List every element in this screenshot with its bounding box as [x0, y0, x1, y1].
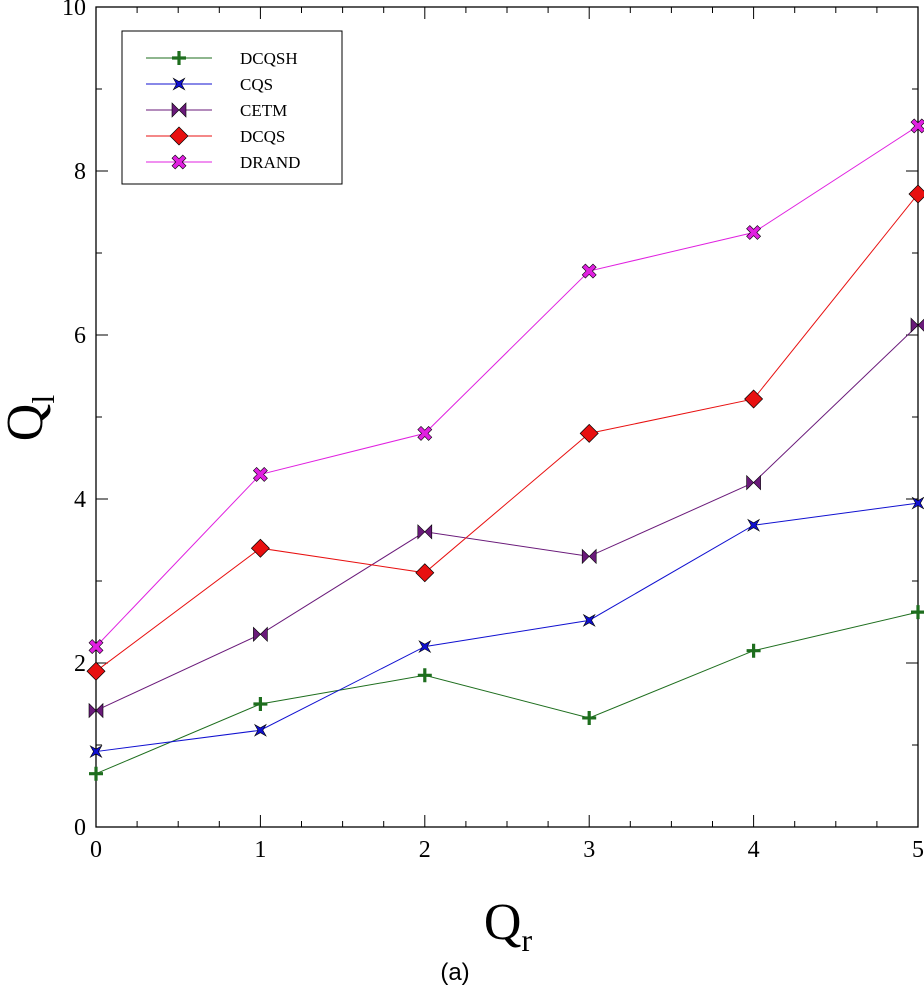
- figure-caption: (a): [440, 959, 469, 986]
- data-point-cetm: [417, 524, 433, 540]
- data-point-cetm: [581, 548, 597, 565]
- data-point-drand: [910, 118, 924, 134]
- data-point-dcqsh: [417, 668, 432, 683]
- data-point-dcqsh: [582, 710, 597, 725]
- data-point-dcqsh: [746, 643, 761, 658]
- series-line-dcqs: [95, 193, 919, 672]
- series-line-cqs: [95, 502, 919, 753]
- legend-entry-dcqsh: DCQSH: [146, 49, 298, 68]
- data-point-drand: [417, 425, 433, 441]
- x-tick-label: 5: [912, 837, 924, 863]
- data-point-drand: [581, 263, 597, 279]
- legend-marker: [171, 154, 187, 170]
- data-point-dcqs: [86, 661, 106, 681]
- y-tick-label: 4: [74, 487, 86, 513]
- legend-label: CQS: [240, 75, 273, 94]
- data-point-cetm: [88, 702, 104, 719]
- data-point-cqs: [747, 518, 761, 532]
- x-tick-label: 3: [583, 837, 595, 863]
- series-markers: [86, 118, 924, 781]
- y-tick-label: 10: [62, 0, 86, 21]
- y-axis-label-main: Q: [0, 404, 54, 442]
- legend-entry-drand: DRAND: [146, 153, 300, 172]
- x-axis-label-main: Q: [484, 894, 522, 951]
- legend-label: DCQSH: [240, 49, 298, 68]
- legend-label: DCQS: [240, 127, 285, 146]
- y-tick-label: 0: [74, 815, 86, 841]
- data-point-dcqsh: [911, 605, 924, 620]
- legend-box: [121, 30, 343, 185]
- data-point-dcqs: [415, 563, 435, 583]
- x-tick-label: 2: [419, 837, 431, 863]
- legend-marker: [172, 77, 186, 91]
- data-point-cetm: [746, 474, 761, 491]
- data-point-cetm: [910, 317, 924, 333]
- x-tick-label: 1: [254, 837, 266, 863]
- data-point-dcqs: [744, 389, 764, 409]
- y-axis-label-sub: l: [25, 395, 61, 404]
- data-point-cqs: [582, 613, 596, 627]
- y-tick-label: 2: [74, 651, 86, 677]
- y-tick-label: 6: [74, 323, 86, 349]
- data-point-dcqs: [908, 184, 924, 204]
- legend-label: DRAND: [240, 153, 300, 172]
- data-point-cqs: [253, 723, 267, 737]
- legend-marker: [171, 102, 187, 118]
- data-point-drand: [746, 225, 762, 240]
- data-point-dcqsh: [89, 766, 103, 781]
- axis-ticks: [95, 6, 919, 828]
- tick-labels: 0 1 2 3 4 5 0 2 4 6 8 10: [62, 0, 924, 863]
- legend-entry-dcqs: DCQS: [146, 126, 285, 146]
- legend-entry-cqs: CQS: [146, 75, 273, 94]
- data-point-drand: [88, 639, 104, 655]
- data-point-dcqsh: [253, 697, 268, 711]
- y-axis-label: Ql: [0, 395, 61, 442]
- data-point-cqs: [89, 745, 103, 759]
- series-line-dcqsh: [95, 611, 919, 775]
- series-lines: [95, 125, 919, 775]
- data-point-dcqs: [579, 423, 599, 443]
- data-point-dcqs: [250, 538, 270, 558]
- x-axis-label-sub: r: [521, 922, 532, 958]
- data-point-cqs: [418, 640, 432, 654]
- data-point-cqs: [911, 496, 924, 510]
- series-line-drand: [95, 125, 919, 647]
- data-point-drand: [252, 466, 268, 482]
- y-tick-label: 8: [74, 159, 86, 185]
- x-tick-label: 4: [748, 837, 760, 863]
- legend-entry-cetm: CETM: [146, 101, 287, 120]
- x-tick-label: 0: [90, 837, 102, 863]
- legend-marker: [169, 126, 189, 146]
- series-line-cetm: [95, 324, 919, 712]
- legend-label: CETM: [240, 101, 287, 120]
- legend: DCQSH CQS CETM DCQS DRAND: [121, 30, 343, 185]
- x-axis-label: Qr: [484, 894, 533, 958]
- legend-marker: [172, 51, 186, 65]
- data-point-cetm: [253, 626, 268, 643]
